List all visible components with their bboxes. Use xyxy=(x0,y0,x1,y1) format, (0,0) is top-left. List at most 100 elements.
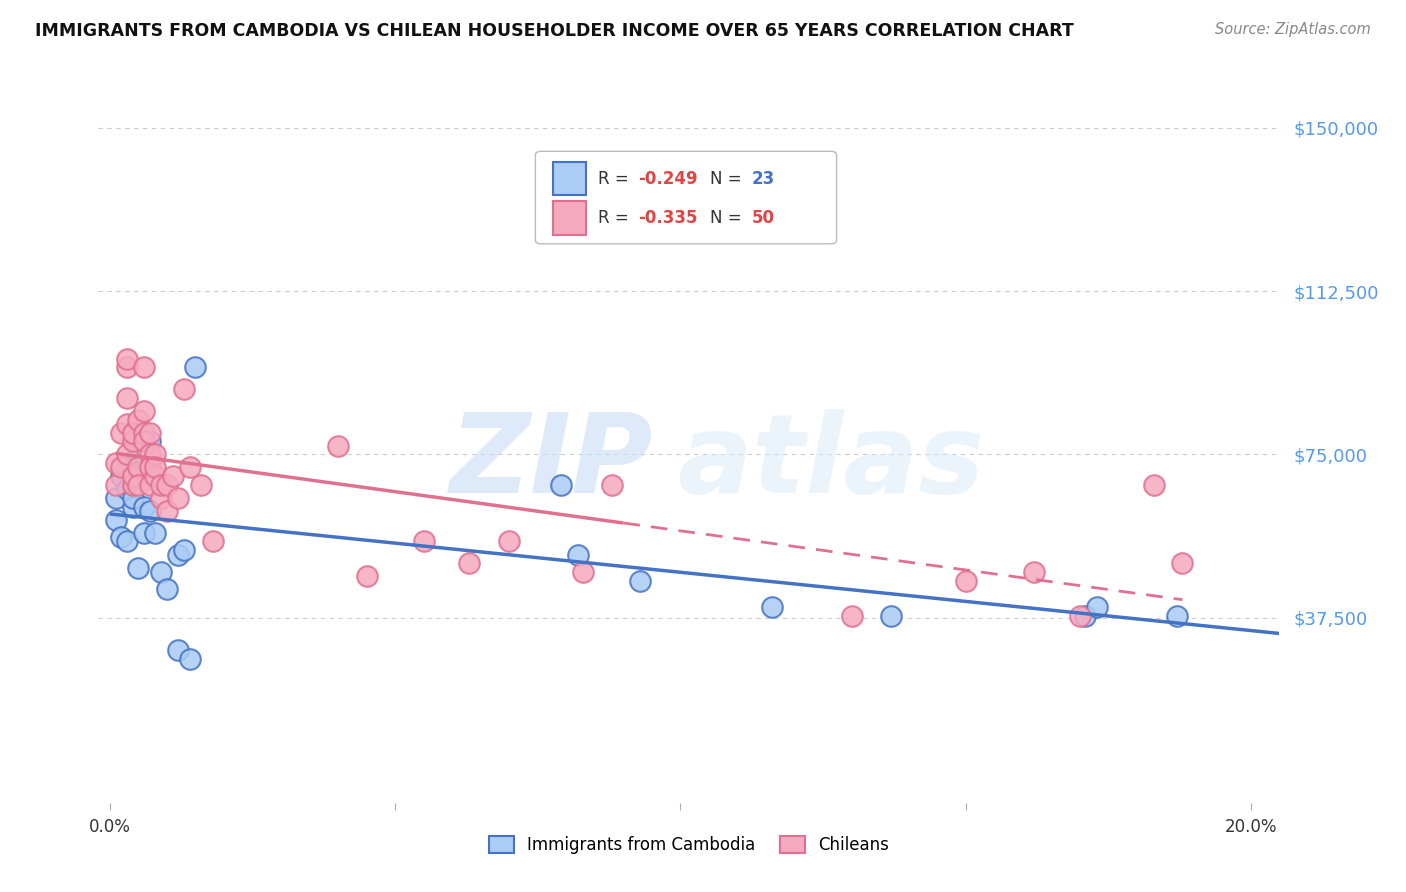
Text: -0.249: -0.249 xyxy=(638,169,697,187)
Point xyxy=(115,460,138,475)
Point xyxy=(162,469,184,483)
Point xyxy=(190,478,212,492)
Point xyxy=(139,504,162,518)
Point xyxy=(121,500,143,514)
Point xyxy=(156,582,179,597)
Point xyxy=(139,478,162,492)
Text: atlas: atlas xyxy=(678,409,984,516)
Point xyxy=(115,447,138,461)
Point xyxy=(955,574,977,588)
Point xyxy=(150,478,173,492)
Point xyxy=(132,434,155,449)
Point xyxy=(356,569,378,583)
Point xyxy=(412,534,434,549)
Point xyxy=(121,478,143,492)
Point xyxy=(173,543,195,558)
Point xyxy=(145,447,167,461)
Point xyxy=(498,534,520,549)
Point xyxy=(127,412,149,426)
Point xyxy=(326,439,349,453)
Point xyxy=(184,360,207,375)
Point xyxy=(167,643,190,657)
Point xyxy=(567,548,589,562)
FancyBboxPatch shape xyxy=(553,202,586,235)
Point xyxy=(115,360,138,375)
Point xyxy=(121,478,143,492)
Point xyxy=(104,478,127,492)
Point xyxy=(1171,556,1194,570)
FancyBboxPatch shape xyxy=(553,162,586,195)
Point xyxy=(132,360,155,375)
Point xyxy=(201,534,224,549)
Point xyxy=(173,382,195,396)
Text: Source: ZipAtlas.com: Source: ZipAtlas.com xyxy=(1215,22,1371,37)
Point xyxy=(841,608,863,623)
Y-axis label: Householder Income Over 65 years: Householder Income Over 65 years xyxy=(0,297,7,568)
Point xyxy=(179,652,201,666)
Point xyxy=(115,482,138,496)
Point xyxy=(121,425,143,440)
Point xyxy=(127,447,149,461)
Point xyxy=(115,391,138,405)
Point xyxy=(145,469,167,483)
Point xyxy=(145,525,167,540)
Point xyxy=(1166,608,1188,623)
Point xyxy=(150,491,173,505)
Point xyxy=(550,478,572,492)
Point xyxy=(132,425,155,440)
Point xyxy=(127,560,149,574)
Point xyxy=(630,574,652,588)
Point xyxy=(139,434,162,449)
FancyBboxPatch shape xyxy=(536,152,837,244)
Point xyxy=(110,425,132,440)
Point xyxy=(458,556,481,570)
Point xyxy=(121,469,143,483)
Point xyxy=(104,456,127,470)
Point xyxy=(1085,599,1108,614)
Text: -0.335: -0.335 xyxy=(638,209,697,227)
Point xyxy=(110,460,132,475)
Point xyxy=(132,500,155,514)
Point xyxy=(121,491,143,505)
Point xyxy=(1069,608,1091,623)
Point xyxy=(115,417,138,431)
Text: ZIP: ZIP xyxy=(450,409,654,516)
Point xyxy=(1024,565,1046,579)
Point xyxy=(761,599,783,614)
Point xyxy=(572,565,595,579)
Point xyxy=(132,525,155,540)
Point xyxy=(179,460,201,475)
Text: N =: N = xyxy=(710,169,747,187)
Point xyxy=(104,491,127,505)
Point xyxy=(167,491,190,505)
Point xyxy=(156,504,179,518)
Point xyxy=(600,478,623,492)
Point xyxy=(115,534,138,549)
Text: 23: 23 xyxy=(752,169,775,187)
Point xyxy=(156,478,179,492)
Point xyxy=(1074,608,1097,623)
Point xyxy=(1143,478,1166,492)
Point xyxy=(139,447,162,461)
Point xyxy=(167,548,190,562)
Point xyxy=(150,565,173,579)
Point xyxy=(880,608,903,623)
Text: 50: 50 xyxy=(752,209,775,227)
Point xyxy=(139,425,162,440)
Text: R =: R = xyxy=(598,169,634,187)
Point xyxy=(145,460,167,475)
Point xyxy=(110,469,132,483)
Text: N =: N = xyxy=(710,209,747,227)
Text: R =: R = xyxy=(598,209,634,227)
Point xyxy=(139,460,162,475)
Point xyxy=(121,434,143,449)
Point xyxy=(104,513,127,527)
Point xyxy=(115,351,138,366)
Point xyxy=(110,530,132,544)
Point xyxy=(127,478,149,492)
Text: IMMIGRANTS FROM CAMBODIA VS CHILEAN HOUSEHOLDER INCOME OVER 65 YEARS CORRELATION: IMMIGRANTS FROM CAMBODIA VS CHILEAN HOUS… xyxy=(35,22,1074,40)
Point xyxy=(132,404,155,418)
Legend: Immigrants from Cambodia, Chileans: Immigrants from Cambodia, Chileans xyxy=(482,830,896,861)
Point xyxy=(127,465,149,479)
Point xyxy=(127,460,149,475)
